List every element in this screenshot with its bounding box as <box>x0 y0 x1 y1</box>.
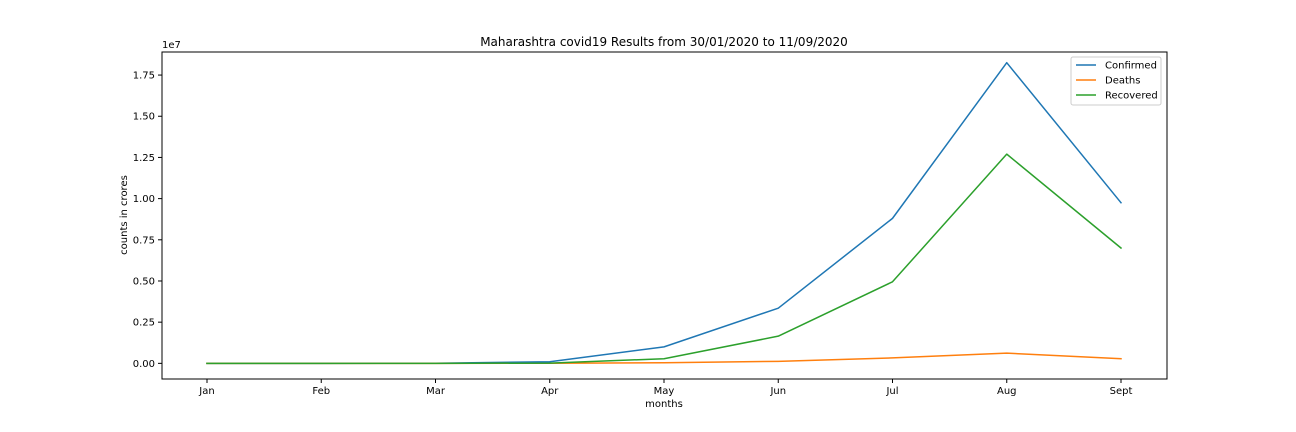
series-line-recovered <box>206 153 1123 365</box>
x-tick-label: Mar <box>426 386 446 397</box>
plot-area <box>162 52 1167 379</box>
y-tick-label: 0.00 <box>133 359 155 370</box>
y-axis: 0.00 0.25 0.50 0.75 1.00 1.25 1.50 1.75 <box>133 71 162 370</box>
legend: Confirmed Deaths Recovered <box>1070 56 1162 106</box>
x-axis-label: months <box>645 399 683 410</box>
chart-title: Maharashtra covid19 Results from 30/01/2… <box>480 35 848 49</box>
x-axis: Jan Feb Mar Apr May Jun Jul Aug Sept <box>198 379 1132 397</box>
y-tick-label: 1.00 <box>133 194 155 205</box>
x-tick-label: Jan <box>198 386 214 397</box>
x-tick-label: Apr <box>541 386 559 397</box>
y-offset-label: 1e7 <box>162 40 181 51</box>
y-tick-label: 1.50 <box>133 112 155 123</box>
x-tick-label: Jul <box>885 386 898 397</box>
x-tick-label: Aug <box>997 386 1017 397</box>
x-tick-label: Jun <box>769 386 786 397</box>
x-tick-label: Feb <box>312 386 330 397</box>
y-tick-label: 0.25 <box>133 318 155 329</box>
legend-label: Recovered <box>1105 91 1158 102</box>
legend-label: Confirmed <box>1105 61 1157 72</box>
legend-label: Deaths <box>1105 76 1140 87</box>
series-layer <box>206 61 1123 365</box>
y-axis-label: counts in crores <box>119 175 130 255</box>
y-tick-label: 1.75 <box>133 71 155 82</box>
y-tick-label: 0.50 <box>133 276 155 287</box>
legend-box <box>1070 56 1162 106</box>
y-tick-label: 0.75 <box>133 235 155 246</box>
x-tick-label: Sept <box>1110 386 1133 397</box>
y-tick-label: 1.25 <box>133 153 155 164</box>
x-tick-label: May <box>654 386 675 397</box>
